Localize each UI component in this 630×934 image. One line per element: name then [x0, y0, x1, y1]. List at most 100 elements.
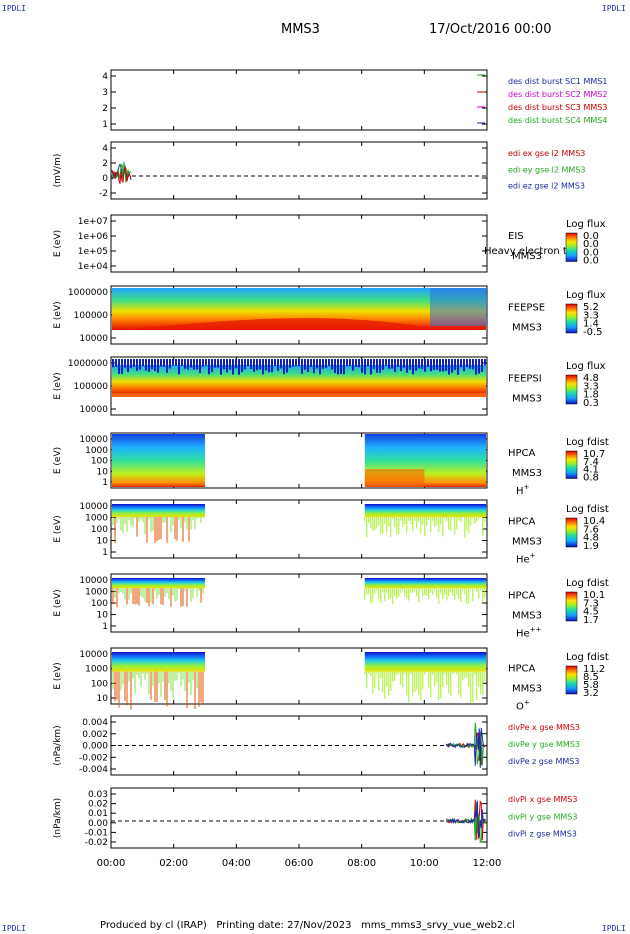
cbar-tick-hpca_he2: 1.7	[583, 615, 599, 626]
legend-edi-1: edi ey gse l2 MMS3	[508, 165, 586, 174]
ytick-label-hpca_o: 1000	[85, 665, 108, 675]
legend-divpe-0: divPe x gse MMS3	[508, 723, 580, 732]
overlay-eis: Heavy electron to	[484, 246, 573, 257]
cbar-tick-feepsi: 4.8	[583, 373, 599, 384]
legend-burst-3: des dist burst SC4 MMS4	[508, 116, 607, 125]
cbar-title-hpca_he1: Log fdist	[566, 504, 609, 515]
legend-divpe-1: divPe y gse MMS3	[508, 740, 580, 749]
ytick-label-feepsi: 10000	[79, 405, 108, 415]
ytick-label-hpca_he1: 1000	[85, 514, 108, 524]
feepse-late-band	[430, 288, 487, 326]
species-charge-hpca_h: +	[524, 483, 530, 491]
cbar-title-feepse: Log flux	[566, 290, 606, 301]
hpca_he2-block-2	[364, 578, 486, 589]
hpca-h-hot	[364, 469, 425, 487]
species-hpca_he2: He++	[516, 625, 542, 639]
ytick-label-hpca_o: 100	[91, 679, 108, 689]
ytick-label-eis: 1e+04	[78, 262, 109, 272]
ytick-label-burst: 1	[102, 120, 108, 130]
ytick-label-hpca_he1: 1	[102, 548, 108, 558]
ytick-label-feepse: 10000	[79, 334, 108, 344]
ylabel-hpca_he2: E (eV)	[53, 589, 63, 616]
xtick-label: 04:00	[222, 858, 251, 869]
cbar-title-hpca_he2: Log fdist	[566, 578, 609, 589]
legend-burst-2: des dist burst SC3 MMS3	[508, 103, 607, 112]
ytick-label-hpca_he2: 10	[97, 611, 109, 621]
ytick-label-edi: -2	[99, 189, 108, 199]
spacecraft-feepse: MMS3	[512, 322, 542, 333]
xtick-label: 12:00	[473, 858, 502, 869]
legend-divpi-2: divPi z gse MMS3	[508, 830, 577, 839]
date-title: 17/Oct/2016 00:00	[429, 22, 552, 37]
cbar-tick-hpca_he1: 1.9	[583, 541, 599, 552]
cbar-tick-hpca_h: 10.7	[583, 449, 605, 460]
spacecraft-feepsi: MMS3	[512, 393, 542, 404]
feepsi-band	[112, 393, 486, 397]
ytick-label-edi: 0	[102, 174, 108, 184]
ytick-label-hpca_he1: 10000	[79, 502, 108, 512]
cbar-title-eis: Log flux	[566, 219, 606, 230]
ytick-label-feepse: 1000000	[68, 288, 108, 298]
hpca_he2-block-1	[112, 578, 205, 589]
cbar-tick-hpca_he2: 10.1	[583, 590, 605, 601]
ytick-label-burst: 2	[102, 104, 108, 114]
ylabel-hpca_h: E (eV)	[53, 447, 63, 474]
cbar-feepse	[565, 303, 578, 334]
ytick-label-eis: 1e+07	[78, 217, 108, 227]
cbar-tick-feepsi: 1.8	[583, 390, 599, 401]
instrument-feepsi: FEEPSI	[508, 373, 542, 384]
ytick-label-divpi: 0.02	[88, 800, 108, 810]
cbar-tick-eis: 0.0	[583, 256, 599, 267]
instrument-hpca_he2: HPCA	[508, 590, 536, 601]
spacecraft-eis: MMS3	[512, 251, 542, 262]
ylabel-hpca_he1: E (eV)	[53, 515, 63, 542]
xtick-label: 02:00	[159, 858, 188, 869]
cbar-tick-hpca_he2: 7.3	[583, 598, 599, 609]
panel-frame-eis	[110, 214, 488, 273]
cbar-tick-feepse: 1.4	[583, 319, 599, 330]
spacecraft-hpca_o: MMS3	[512, 684, 542, 695]
ytick-label-hpca_h: 1	[102, 478, 108, 488]
cbar-tick-hpca_h: 0.8	[583, 473, 599, 484]
ytick-label-divpi: -0.01	[85, 828, 108, 838]
panel-frame-burst	[110, 69, 488, 131]
legend-divpi-1: divPi y gse MMS3	[508, 812, 577, 821]
ytick-label-hpca_h: 10000	[79, 435, 108, 445]
cbar-hpca_he1	[565, 517, 578, 548]
cbar-tick-hpca_o: 5.8	[583, 680, 599, 691]
ylabel-feepse: E (eV)	[53, 301, 63, 328]
ylabel-divpi: (nPa/km)	[53, 798, 63, 838]
instrument-hpca_he1: HPCA	[508, 516, 536, 527]
hpca_he1-block-2	[364, 504, 486, 518]
ytick-label-hpca_h: 10	[97, 467, 109, 477]
ytick-label-eis: 1e+06	[78, 232, 109, 242]
ylabel-feepsi: E (eV)	[53, 372, 63, 399]
ytick-label-burst: 3	[102, 88, 108, 98]
xtick-label: 10:00	[410, 858, 439, 869]
ytick-label-feepsi: 1000000	[68, 359, 108, 369]
hpca_he1-block-1	[112, 504, 205, 518]
species-hpca_he1: He+	[516, 551, 536, 565]
feepsi-spectrogram	[112, 365, 486, 395]
cbar-title-hpca_h: Log fdist	[566, 437, 609, 448]
cbar-eis	[565, 232, 578, 262]
ylabel-eis: E (eV)	[53, 230, 63, 257]
ytick-label-divpe: -0.002	[79, 753, 108, 763]
xtick-label: 00:00	[97, 858, 126, 869]
ytick-label-divpe: 0.002	[82, 730, 108, 740]
hpca_o-block-2	[364, 652, 486, 672]
ytick-label-burst: 4	[102, 72, 108, 82]
ytick-label-divpi: 0.03	[88, 790, 108, 800]
species-charge-hpca_he2: ++	[530, 625, 542, 633]
cbar-title-feepsi: Log flux	[566, 361, 606, 372]
cbar-hpca_o	[565, 665, 578, 695]
feepse-core	[112, 318, 486, 330]
cbar-tick-feepsi: 3.3	[583, 381, 599, 392]
spacecraft-hpca_he1: MMS3	[512, 536, 542, 547]
cbar-tick-hpca_he2: 4.5	[583, 607, 599, 618]
species-charge-hpca_o: +	[524, 699, 530, 707]
ytick-label-divpi: 0.01	[88, 809, 108, 819]
spacecraft-hpca_he2: MMS3	[512, 610, 542, 621]
cbar-tick-eis: 0.0	[583, 247, 599, 258]
